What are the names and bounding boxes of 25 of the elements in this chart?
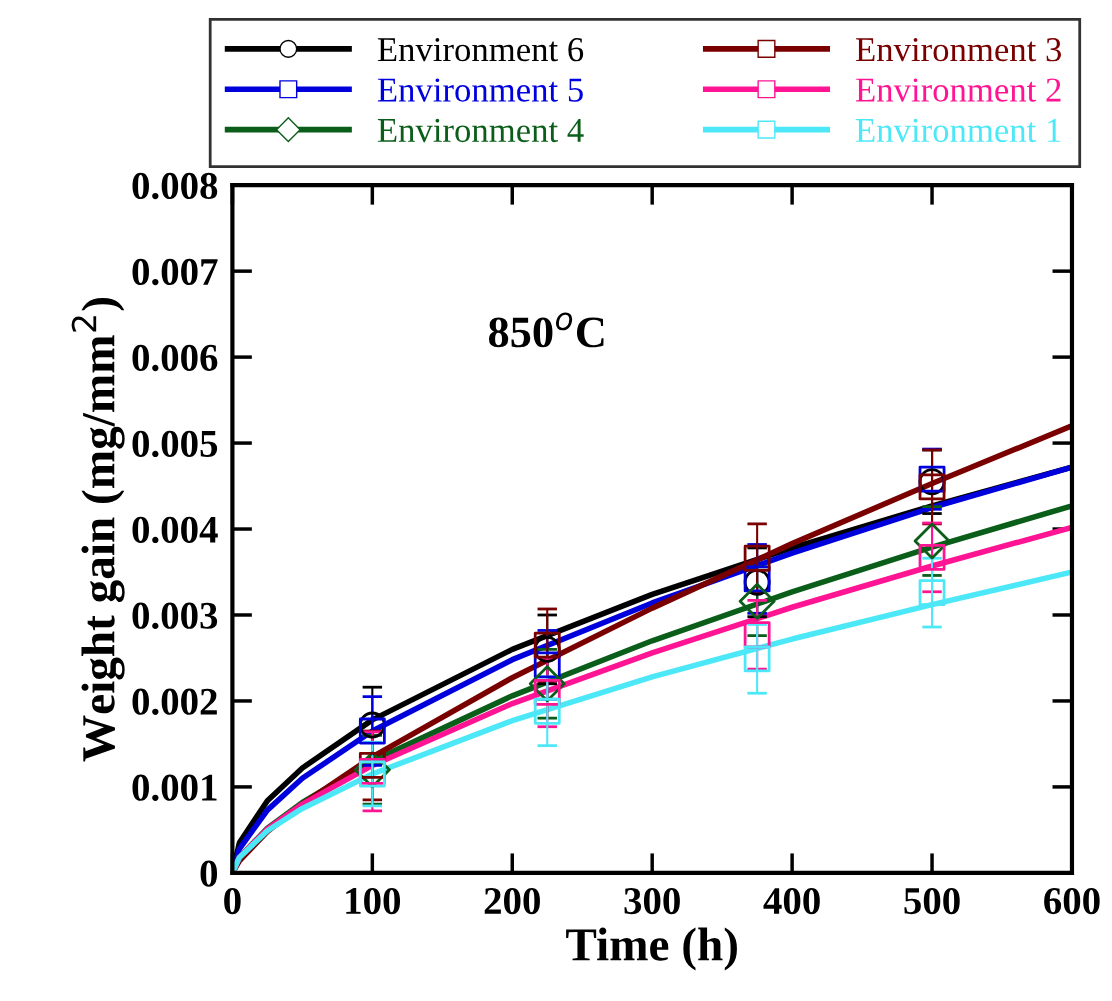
x-tick-label: 500 <box>904 887 960 915</box>
y-tick-label: 0.008 <box>132 172 218 200</box>
y-tick-label: 0.004 <box>132 516 218 544</box>
y-tick-label: 0 <box>200 860 218 887</box>
y-axis-title: Weight gain (mg/mm$^{2}$) <box>71 298 125 762</box>
x-tick-label: 0 <box>224 887 241 915</box>
legend-label: Environment 4 <box>377 118 584 143</box>
legend-label: Environment 3 <box>856 38 1062 62</box>
legend-label: Environment 1 <box>856 118 1061 143</box>
x-tick-label: 100 <box>346 887 401 915</box>
x-axis-title: Time (h) <box>566 927 737 971</box>
x-tick-label: 200 <box>484 887 540 915</box>
y-tick-label: 0.005 <box>132 430 218 458</box>
x-tick-label: 400 <box>763 887 820 915</box>
x-tick-label: 600 <box>1044 887 1100 915</box>
y-tick-label: 0.002 <box>132 688 217 715</box>
legend-label: Environment 5 <box>377 78 583 102</box>
y-tick-label: 0.007 <box>132 258 218 286</box>
legend-label: Environment 2 <box>856 78 1061 102</box>
annotation: 850$^{o}$C <box>488 312 604 348</box>
y-tick-label: 0.001 <box>132 774 217 801</box>
x-tick-label: 300 <box>624 887 680 915</box>
y-tick-label: 0.006 <box>132 344 218 372</box>
y-tick-label: 0.003 <box>132 602 218 630</box>
legend-label: Environment 6 <box>377 38 584 62</box>
